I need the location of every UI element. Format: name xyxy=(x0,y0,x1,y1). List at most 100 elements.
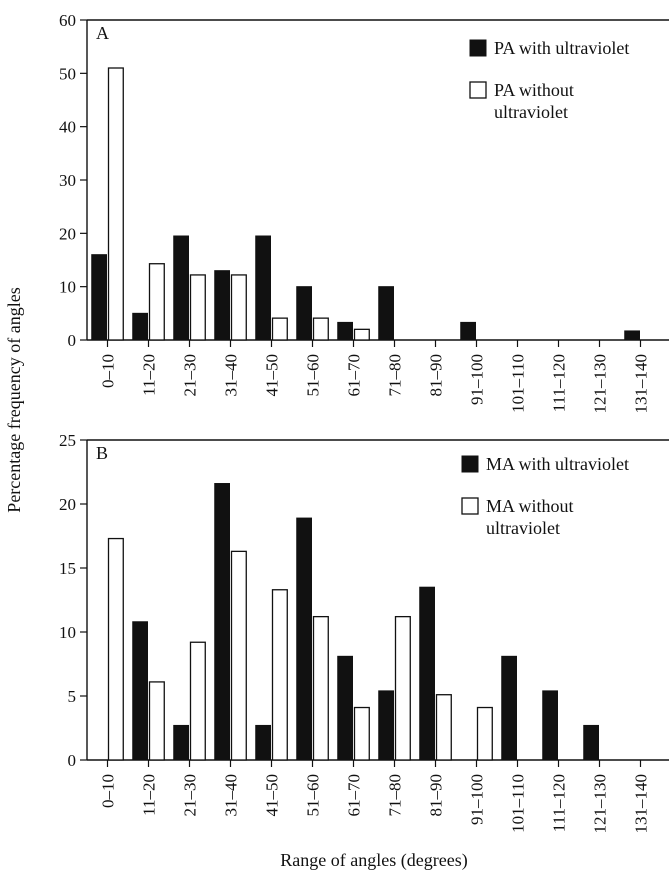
bar xyxy=(255,724,272,761)
y-tick-label: 40 xyxy=(59,118,76,137)
x-tick-label: 131–140 xyxy=(632,354,651,414)
x-tick-label: 11–20 xyxy=(140,774,159,816)
x-tick-label: 21–30 xyxy=(181,354,200,397)
legend-label-line: MA without xyxy=(486,496,574,516)
bar xyxy=(624,330,640,341)
legend: PA with ultraviolet PA without ultraviolet xyxy=(469,38,629,122)
y-tick-label: 50 xyxy=(59,64,76,83)
x-tick-label: 101–110 xyxy=(509,774,528,833)
y-axis-title: Percentage frequency of angles xyxy=(4,287,24,512)
bar xyxy=(378,286,394,341)
bar xyxy=(107,537,124,761)
x-tick-label: 0–10 xyxy=(99,774,118,808)
bar xyxy=(214,483,231,761)
legend-label-line: ultraviolet xyxy=(486,518,560,538)
x-tick-label: 41–50 xyxy=(263,354,282,397)
bar xyxy=(312,317,329,341)
x-tick-label: 41–50 xyxy=(263,774,282,817)
bar xyxy=(230,550,247,761)
legend-label-line: ultraviolet xyxy=(494,102,568,122)
bar xyxy=(173,724,190,761)
bar xyxy=(173,235,190,341)
bar xyxy=(312,615,329,761)
bar xyxy=(476,706,493,761)
legend-label: PA without ultraviolet xyxy=(494,80,574,122)
y-tick-label: 20 xyxy=(59,224,76,243)
bar xyxy=(189,274,206,341)
x-tick-label: 31–40 xyxy=(222,774,241,817)
x-tick-label: 61–70 xyxy=(345,354,364,397)
x-tick-label: 21–30 xyxy=(181,774,200,817)
bar xyxy=(542,690,558,761)
bar xyxy=(337,321,353,341)
legend-swatch xyxy=(469,39,487,57)
x-tick-label: 111–120 xyxy=(550,774,569,832)
bar xyxy=(214,270,231,341)
panel-a: 0 10 20 30 40 50 60 A 0–10 11–20 21–30 31–40 41–50 51… xyxy=(59,11,669,414)
bar xyxy=(132,312,149,341)
bar xyxy=(255,235,272,341)
x-tick-label: 91–100 xyxy=(468,774,487,825)
bar xyxy=(91,254,107,341)
bar xyxy=(148,681,165,761)
bar xyxy=(189,641,206,761)
bar xyxy=(271,589,288,761)
panel-label: A xyxy=(96,23,109,43)
legend-swatch xyxy=(461,455,479,473)
bar xyxy=(107,67,124,341)
y-tick-label: 0 xyxy=(68,331,77,350)
bar xyxy=(583,724,599,761)
x-tick-label: 61–70 xyxy=(345,774,364,817)
x-tick-label: 51–60 xyxy=(304,354,323,397)
bar xyxy=(271,317,288,341)
y-tick-label: 25 xyxy=(59,431,76,450)
bar xyxy=(378,690,394,761)
bar xyxy=(353,328,370,341)
y-tick-label: 20 xyxy=(59,495,76,514)
x-tick-label: 81–90 xyxy=(427,774,446,817)
bar xyxy=(501,655,517,761)
panel-label: B xyxy=(96,443,108,463)
legend-label: PA with ultraviolet xyxy=(494,38,629,58)
x-tick-label: 121–130 xyxy=(591,354,610,414)
legend-swatch xyxy=(461,497,479,515)
x-tick-label: 31–40 xyxy=(222,354,241,397)
bar xyxy=(132,621,149,761)
y-tick-label: 10 xyxy=(59,278,76,297)
bar xyxy=(419,586,435,761)
legend-swatch xyxy=(469,81,487,99)
x-tick-label: 111–120 xyxy=(550,354,569,412)
x-tick-label: 71–80 xyxy=(386,774,405,817)
x-tick-label: 81–90 xyxy=(427,354,446,397)
y-tick-label: 0 xyxy=(68,751,77,770)
bar xyxy=(148,263,165,341)
bar xyxy=(353,706,370,761)
x-tick-label: 91–100 xyxy=(468,354,487,405)
bar xyxy=(394,615,411,761)
x-tick-label: 71–80 xyxy=(386,354,405,397)
bar xyxy=(296,286,312,341)
bar xyxy=(435,694,452,761)
legend-label: MA with ultraviolet xyxy=(486,454,629,474)
y-tick-label: 60 xyxy=(59,11,76,30)
x-tick-label: 11–20 xyxy=(140,354,159,396)
x-tick-label: 121–130 xyxy=(591,774,610,834)
legend: MA with ultraviolet MA without ultraviolet xyxy=(461,454,629,538)
x-tick-label: 131–140 xyxy=(632,774,651,834)
y-tick-label: 15 xyxy=(59,559,76,578)
bar xyxy=(460,321,476,341)
bar xyxy=(296,517,312,761)
y-tick-label: 5 xyxy=(68,687,77,706)
y-tick-label: 30 xyxy=(59,171,76,190)
legend-label-line: PA without xyxy=(494,80,574,100)
y-tick-label: 10 xyxy=(59,623,76,642)
x-tick-label: 101–110 xyxy=(509,354,528,413)
x-tick-label: 51–60 xyxy=(304,774,323,817)
x-axis-title: Range of angles (degrees) xyxy=(280,850,467,871)
legend-label: MA without ultraviolet xyxy=(486,496,574,538)
panel-b: 0 5 10 15 20 25 B 0–10 11–20 21–30 31–40 41–50 51–60… xyxy=(59,431,669,834)
bar xyxy=(337,655,353,761)
bar xyxy=(230,274,247,341)
